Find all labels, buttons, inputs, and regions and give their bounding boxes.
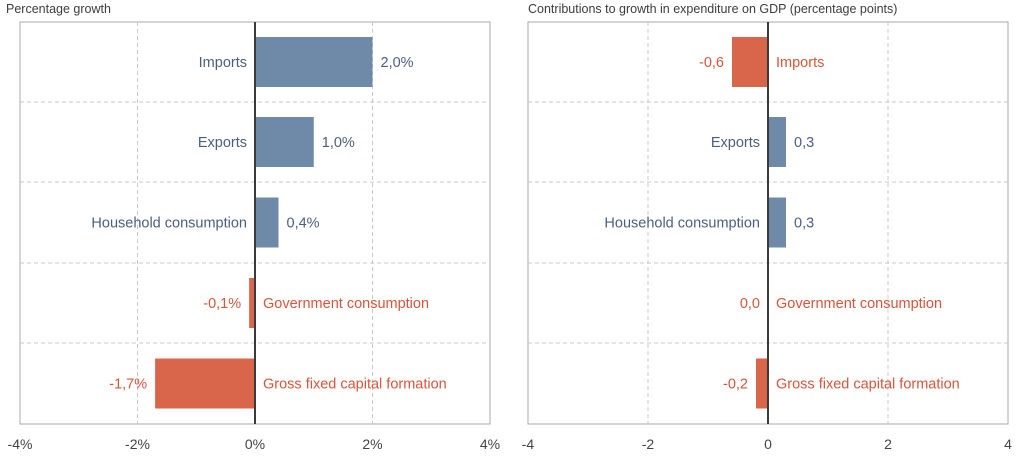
left-bar — [255, 197, 279, 248]
left-value-label: -1,7% — [109, 377, 147, 393]
left-x-tick-label: 0% — [245, 436, 265, 452]
right-x-tick-label: -4 — [522, 436, 535, 452]
left-x-tick-label: 4% — [480, 436, 500, 452]
right-category-label: Exports — [711, 135, 760, 151]
left-category-label: Household consumption — [91, 216, 247, 232]
right-chart-title: Contributions to growth in expenditure o… — [528, 2, 898, 16]
left-value-label: -0,1% — [203, 296, 241, 312]
right-bar — [768, 117, 786, 167]
left-x-tick-label: -2% — [125, 436, 150, 452]
left-bar — [155, 358, 255, 409]
left-bar — [255, 117, 314, 167]
left-category-label: Gross fixed capital formation — [263, 377, 447, 393]
right-category-label: Gross fixed capital formation — [776, 377, 960, 393]
right-bar — [768, 197, 786, 248]
right-bar — [756, 358, 768, 409]
left-x-tick-label: 2% — [362, 436, 382, 452]
left-chart-title: Percentage growth — [6, 2, 111, 16]
right-value-label: 0,3 — [794, 135, 814, 151]
right-category-label: Imports — [776, 55, 824, 71]
right-value-label: 0,0 — [740, 296, 760, 312]
left-x-tick-label: -4% — [8, 436, 33, 452]
left-value-label: 2,0% — [381, 55, 414, 71]
right-value-label: 0,3 — [794, 216, 814, 232]
right-value-label: -0,6 — [699, 55, 724, 71]
left-bar — [249, 278, 255, 328]
right-category-label: Household consumption — [604, 216, 760, 232]
left-bar — [255, 37, 373, 87]
right-value-label: -0,2 — [723, 377, 748, 393]
left-value-label: 0,4% — [287, 216, 320, 232]
right-bar — [732, 37, 768, 87]
right-category-label: Government consumption — [776, 296, 942, 312]
right-x-tick-label: 4 — [1004, 436, 1012, 452]
left-category-label: Government consumption — [263, 296, 429, 312]
left-category-label: Imports — [199, 55, 247, 71]
left-value-label: 1,0% — [322, 135, 355, 151]
right-x-tick-label: -2 — [642, 436, 655, 452]
left-category-label: Exports — [198, 135, 247, 151]
right-x-tick-label: 0 — [764, 436, 772, 452]
right-x-tick-label: 2 — [884, 436, 892, 452]
